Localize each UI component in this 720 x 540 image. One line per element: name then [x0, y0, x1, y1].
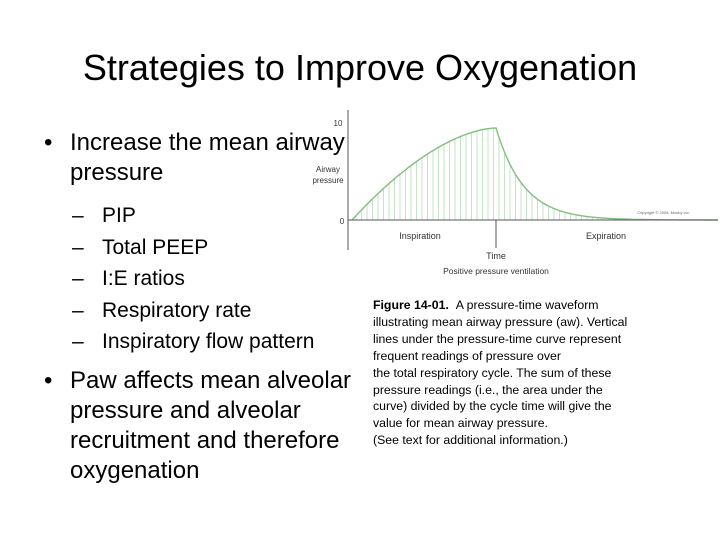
dash-icon: –	[72, 267, 84, 290]
bullet-item-mean-airway-pressure: • Increase the mean airway pressure	[44, 128, 354, 188]
x-axis-label: Time	[486, 251, 506, 261]
figure-subtitle: Positive pressure ventilation	[443, 266, 549, 276]
caption-line: value for mean airway pressure.	[373, 416, 548, 431]
y-tick-top: 10	[334, 119, 343, 128]
sub-bullet-text: PIP	[102, 204, 136, 227]
caption-line: illustrating mean airway pressure (aw). …	[373, 314, 628, 329]
y-label-background	[310, 160, 344, 188]
caption-line-1: Figure 14-01. A pressure-time waveform	[373, 297, 663, 314]
dash-icon: –	[72, 330, 84, 353]
caption-line: curve) divided by the cycle time will gi…	[373, 399, 612, 414]
caption-text: A pressure-time waveform	[455, 298, 599, 312]
sub-bullet-item: – Inspiratory flow pattern	[70, 326, 354, 358]
bullet-text: Increase the mean airway pressure	[70, 129, 345, 186]
sub-bullet-text: Inspiratory flow pattern	[102, 330, 315, 353]
sub-bullet-text: Respiratory rate	[102, 298, 252, 322]
y-axis-label-line2: pressure	[312, 176, 344, 185]
caption-line: pressure readings (i.e., the area under …	[373, 382, 603, 397]
caption-line: (See text for additional information.)	[373, 433, 568, 448]
inspiration-label: Inspiration	[399, 231, 441, 241]
bullet-list: • Increase the mean airway pressure – PIP…	[44, 128, 354, 486]
bullet-icon: •	[44, 129, 53, 156]
copyright-text: Copyright © 2006, Mosby Inc.	[637, 210, 690, 215]
sub-bullet-item: – Respiratory rate	[70, 295, 354, 327]
figure-caption: Figure 14-01. A pressure-time waveform i…	[373, 297, 663, 449]
caption-line: frequent readings of pressure over	[373, 348, 561, 363]
sub-bullet-item: – Total PEEP	[70, 232, 354, 264]
sub-bullet-list: – PIP – Total PEEP – I:E ratios – Respirator…	[70, 200, 354, 358]
pressure-curve	[351, 127, 718, 221]
caption-line: lines under the pressure-time curve repr…	[373, 331, 622, 346]
dash-icon: –	[72, 235, 84, 259]
sub-bullet-text: Total PEEP	[102, 235, 209, 259]
sub-bullet-item: – PIP	[70, 200, 354, 232]
bullet-item-paw-effects: • Paw affects mean alveolar pressure and…	[44, 366, 354, 486]
dash-icon: –	[72, 298, 84, 322]
caption-label: Figure 14-01.	[373, 298, 449, 312]
dash-icon: –	[72, 204, 84, 227]
y-axis-label-line1: Airway	[316, 165, 340, 174]
pressure-time-waveform-figure: 10 0 Airway pressure Copyright © 2006, M…	[310, 110, 718, 276]
caption-line: the total respiratory cycle. The sum of …	[373, 365, 612, 380]
sub-bullet-text: I:E ratios	[102, 267, 185, 290]
pressure-reading-lines	[355, 128, 621, 220]
bullet-text: Paw affects mean alveolar pressure and a…	[70, 366, 352, 484]
y-tick-zero: 0	[340, 217, 345, 226]
expiration-label: Expiration	[586, 231, 626, 241]
slide-title: Strategies to Improve Oxygenation	[82, 47, 638, 88]
bullet-icon: •	[44, 366, 53, 394]
sub-bullet-item: – I:E ratios	[70, 263, 354, 295]
